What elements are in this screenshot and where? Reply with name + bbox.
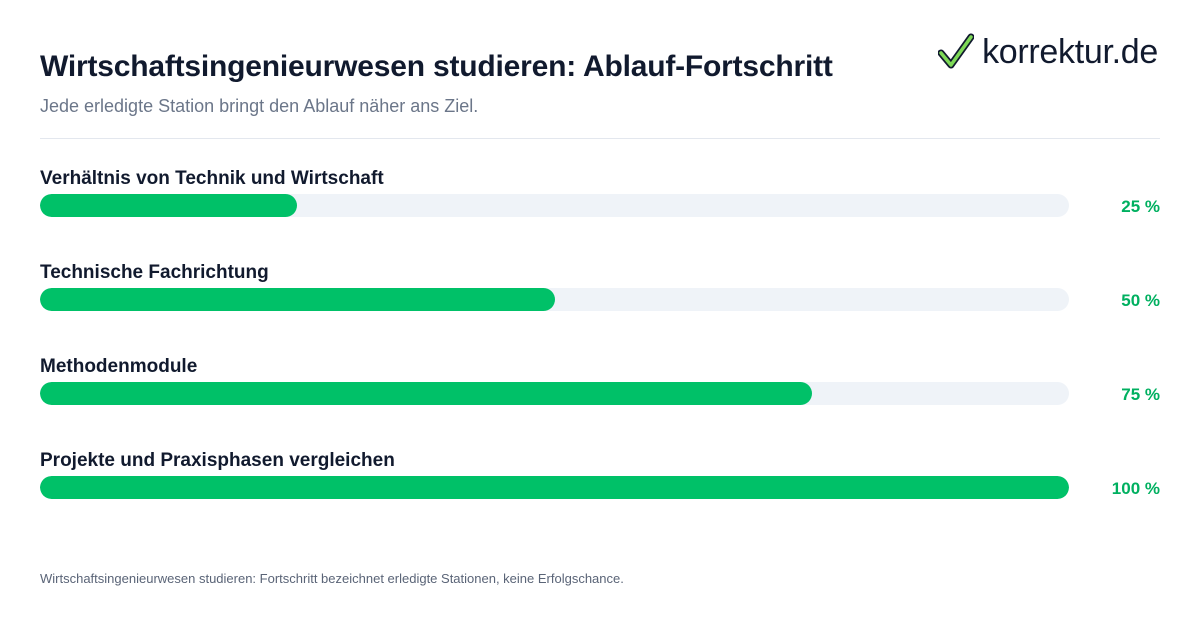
- progress-row: Methodenmodule 75 %: [40, 354, 1160, 448]
- bar-fill: [40, 382, 812, 405]
- bar-value-label: 25 %: [1121, 197, 1160, 216]
- page-title: Wirtschaftsingenieurwesen studieren: Abl…: [40, 50, 833, 83]
- bar-fill: [40, 194, 297, 217]
- progress-row: Verhältnis von Technik und Wirtschaft 25 …: [40, 166, 1160, 260]
- bar-fill: [40, 288, 555, 311]
- bar-value-label: 75 %: [1121, 385, 1160, 404]
- logo-text: korrektur.de: [982, 32, 1158, 71]
- bar-value-label: 100 %: [1111, 479, 1160, 498]
- bar-label: Technische Fachrichtung: [40, 262, 269, 283]
- page-subtitle: Jede erledigte Station bringt den Ablauf…: [40, 96, 479, 116]
- footnote: Wirtschaftsingenieurwesen studieren: For…: [40, 571, 624, 586]
- progress-row: Technische Fachrichtung 50 %: [40, 260, 1160, 354]
- progress-row: Projekte und Praxisphasen vergleichen 100…: [40, 448, 1160, 542]
- bar-value-label: 50 %: [1121, 291, 1160, 310]
- checkmark-icon: [938, 33, 975, 69]
- bar-fill: [40, 476, 1069, 499]
- bar-track: [40, 194, 1069, 217]
- progress-chart: Verhältnis von Technik und Wirtschaft 25 …: [40, 166, 1160, 542]
- brand-logo: korrektur.de: [938, 30, 1158, 74]
- bar-track: [40, 382, 1069, 405]
- bar-label: Verhältnis von Technik und Wirtschaft: [40, 168, 384, 189]
- bar-track: [40, 476, 1069, 499]
- bar-track: [40, 288, 1069, 311]
- header-divider: [40, 138, 1160, 139]
- bar-label: Methodenmodule: [40, 356, 198, 377]
- bar-label: Projekte und Praxisphasen vergleichen: [40, 450, 395, 471]
